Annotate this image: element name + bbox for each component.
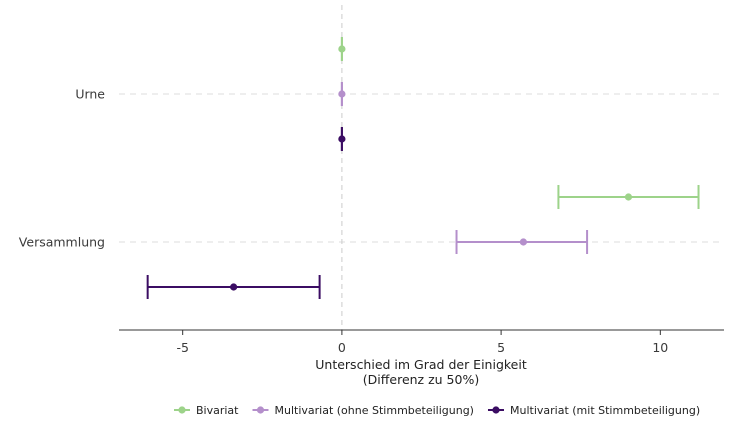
legend-item-2: Multivariat (ohne Stimmbeteiligung): [252, 404, 474, 417]
x-tick-label-1: 0: [338, 340, 346, 355]
legend: Bivariat Multivariat (ohne Stimmbeteiligu…: [174, 404, 700, 417]
x-tick-label-0: -5: [176, 340, 188, 355]
point-series3-urne: [338, 135, 346, 143]
legend-item-1: Bivariat: [174, 404, 239, 417]
point-series2-versammlung: [519, 238, 527, 246]
legend-key-point-1: [178, 406, 186, 414]
legend-key-point-2: [256, 406, 265, 414]
y-tick-labels: Urne Versammlung: [19, 87, 106, 250]
legend-item-3: Multivariat (mit Stimmbeteiligung): [487, 404, 700, 417]
point-series1-urne: [338, 45, 346, 53]
point-series1-versammlung: [624, 193, 633, 201]
point-series2-urne: [338, 90, 346, 98]
data-marks: [146, 37, 700, 299]
y-tick-label-versammlung: Versammlung: [19, 235, 105, 250]
x-axis-title-line2: (Differenz zu 50%): [363, 372, 479, 387]
point-series3-versammlung: [230, 283, 238, 291]
gridlines: [119, 93, 724, 243]
legend-label-3: Multivariat (mit Stimmbeteiligung): [510, 404, 700, 417]
legend-label-2: Multivariat (ohne Stimmbeteiligung): [275, 404, 474, 417]
y-tick-label-urne: Urne: [75, 87, 105, 102]
x-tick-label-2: 5: [497, 340, 505, 355]
x-axis: -5 0 5 10: [119, 329, 724, 355]
legend-label-1: Bivariat: [196, 404, 239, 417]
x-axis-title-line1: Unterschied im Grad der Einigkeit: [315, 357, 527, 372]
x-tick-label-3: 10: [652, 340, 668, 355]
legend-key-point-3: [492, 406, 500, 414]
